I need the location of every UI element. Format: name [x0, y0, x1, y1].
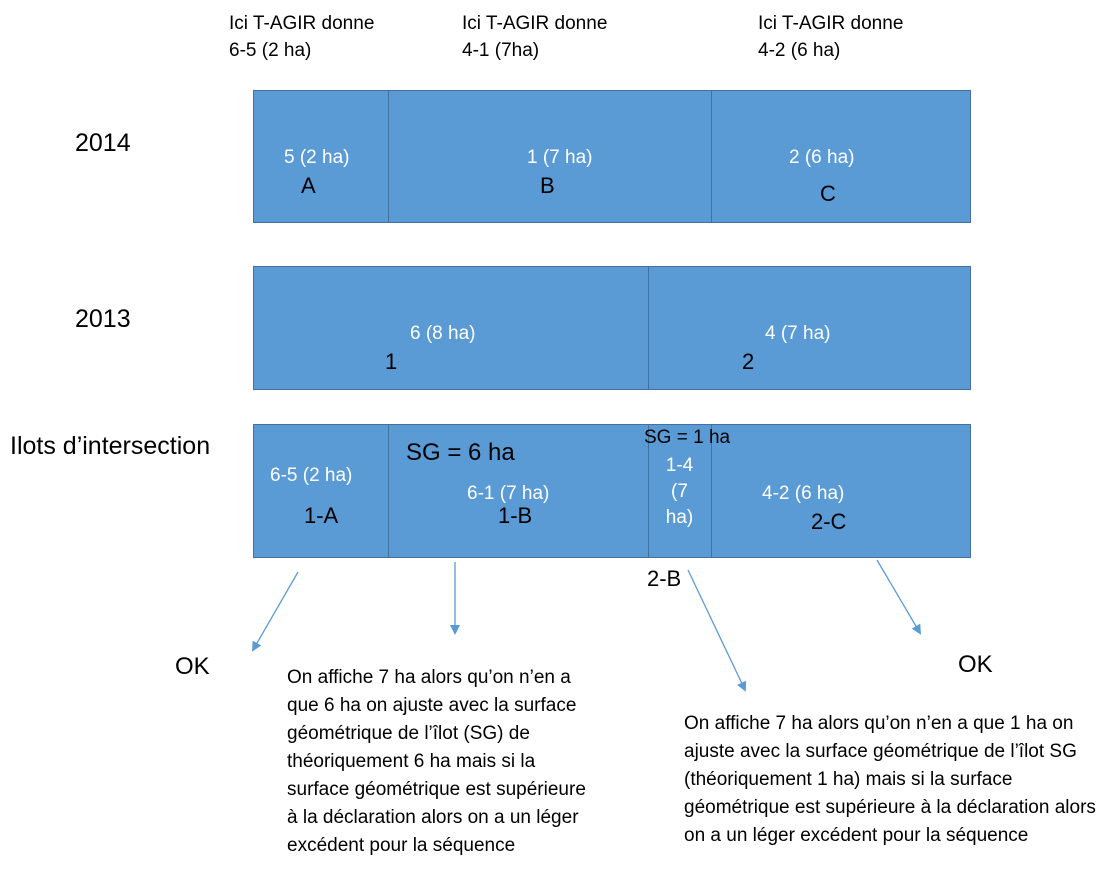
row-label-intersection: Ilots d’intersection — [10, 432, 211, 460]
intersection-1b-code: 1-B — [498, 503, 533, 528]
intersection-1a-label: 6-5 (2 ha) — [270, 465, 353, 486]
divider — [648, 425, 649, 557]
parcels-2014-bar: 5 (2 ha) A 1 (7 ha) B 2 (6 ha) C — [253, 90, 971, 223]
intersection-2c-code: 2-C — [811, 509, 847, 534]
divider — [711, 425, 712, 557]
row-label-2014: 2014 — [75, 129, 131, 157]
sg-small-label: SG = 1 ha — [644, 427, 731, 448]
sg-main-label: SG = 6 ha — [406, 439, 515, 466]
parcels-2013-bar: 6 (8 ha) 1 4 (7 ha) 2 — [253, 266, 971, 390]
divider — [388, 425, 389, 557]
intersection-1a-code: 1-A — [304, 503, 339, 528]
intersection-2b-stack: 1-4 (7 ha) — [648, 453, 711, 531]
parcel-2013-1-code: 1 — [385, 349, 398, 374]
note-right: On affiche 7 ha alors qu’on n’en a que 1… — [684, 713, 1096, 846]
parcel-2013-1-label: 6 (8 ha) — [410, 323, 476, 344]
intersection-1b-label: 6-1 (7 ha) — [467, 483, 550, 504]
intersection-2b-line: (7 — [671, 481, 688, 502]
parcel-2013-2-label: 4 (7 ha) — [765, 323, 831, 344]
row-label-2013: 2013 — [75, 305, 131, 333]
arrow-1a — [252, 571, 299, 652]
arrow-2b — [687, 569, 747, 692]
parcel-2014-c-label: 2 (6 ha) — [789, 147, 855, 168]
divider — [648, 267, 649, 389]
parcel-2014-c-letter: C — [820, 181, 836, 206]
parcel-2014-b-label: 1 (7 ha) — [527, 147, 593, 168]
intersection-2b-line: ha) — [665, 507, 694, 528]
header-col-a: Ici T-AGIR donne 6-5 (2 ha) — [229, 13, 375, 61]
note-left: On affiche 7 ha alors qu’on n’en a que 6… — [287, 667, 586, 856]
divider — [388, 91, 389, 222]
intersection-2c-label: 4-2 (6 ha) — [762, 483, 845, 504]
parcel-2014-b-letter: B — [540, 173, 555, 198]
parcel-2014-a-label: 5 (2 ha) — [284, 147, 350, 168]
parcel-2014-a-letter: A — [301, 173, 316, 198]
intersection-2b-code: 2-B — [647, 566, 682, 591]
intersection-bar: SG = 6 ha SG = 1 ha 6-5 (2 ha) 1-A 6-1 (… — [253, 424, 971, 558]
divider — [711, 91, 712, 222]
intersection-2b-line: 1-4 — [665, 455, 694, 476]
ok-left: OK — [175, 653, 210, 680]
header-col-c: Ici T-AGIR donne 4-2 (6 ha) — [758, 13, 904, 61]
header-col-b: Ici T-AGIR donne 4-1 (7ha) — [462, 13, 608, 61]
parcel-2013-2-code: 2 — [742, 349, 755, 374]
arrow-2c — [876, 559, 922, 635]
ok-right: OK — [958, 651, 993, 678]
